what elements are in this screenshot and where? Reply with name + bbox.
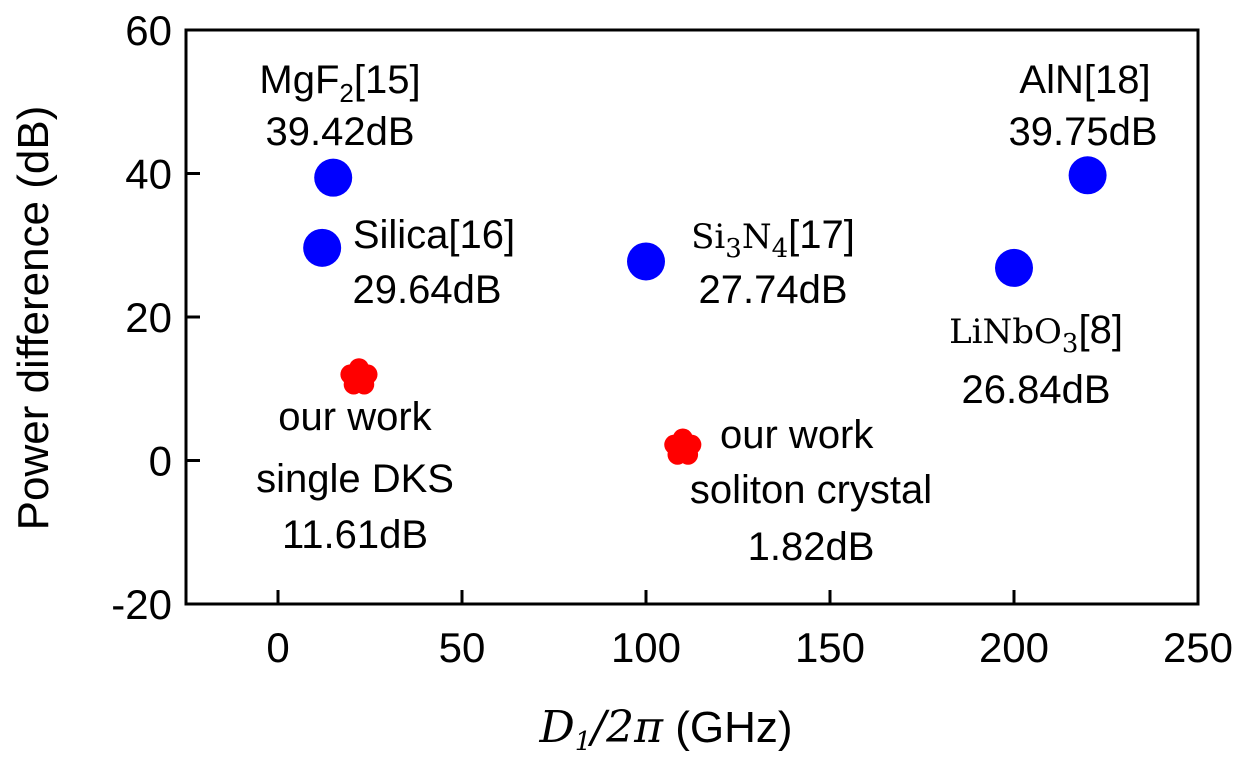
annotations: MgF2[15]39.42dB Silica[16] 29.64dB Si3N4[17… <box>256 58 1157 569</box>
point-annotation-line: 11.61dB <box>282 513 428 557</box>
x-axis-unit: (GHz) <box>663 703 793 752</box>
x-tick-label: 100 <box>611 624 681 671</box>
point-label: MgF2[15] <box>259 58 420 108</box>
point-label: AlN[18] <box>1019 58 1150 102</box>
x-axis-variable-subscript: 1 <box>575 727 592 757</box>
point-annotation-line: single DKS <box>256 457 454 501</box>
point-annotation-line: our work <box>278 395 432 439</box>
data-point-flower <box>340 358 378 395</box>
data-point-circle <box>995 248 1033 287</box>
point-label: Si3N4[17] <box>691 213 855 264</box>
point-annotation-line: our work <box>720 413 874 457</box>
x-axis-title: D1/2π (GHz) <box>538 702 792 757</box>
x-tick-label: 200 <box>979 624 1049 671</box>
point-annotation-line: soliton crystal <box>690 468 932 512</box>
point-value-label: 29.64dB <box>352 268 501 312</box>
data-points <box>303 156 1107 465</box>
data-point-circle <box>627 242 665 281</box>
x-tick-label: 0 <box>266 624 289 671</box>
data-point-circle <box>1068 156 1107 195</box>
x-tick-label: 50 <box>439 624 486 671</box>
point-value-label: 39.75dB <box>1008 110 1157 154</box>
x-axis-variable-rest: /2π <box>587 702 664 753</box>
x-axis-variable: D <box>538 702 574 753</box>
y-tick-label: 0 <box>149 438 172 485</box>
y-axis-title: Power difference (dB) <box>9 106 58 531</box>
point-annotation-line: 1.82dB <box>748 525 875 569</box>
y-tick-label: -20 <box>111 581 172 628</box>
data-point-circle <box>314 158 353 197</box>
point-value-label: 26.84dB <box>961 368 1110 412</box>
y-tick-label: 60 <box>125 7 172 54</box>
point-label: Silica[16] <box>353 213 515 257</box>
y-tick-label: 40 <box>125 151 172 198</box>
point-label: LiNbO3[8] <box>949 308 1123 359</box>
data-point-flower <box>664 428 702 465</box>
x-tick-label: 150 <box>795 624 865 671</box>
axis-ticks: 0 50 100 150 200 250 -20 0 20 40 60 <box>111 7 1233 671</box>
x-tick-label: 250 <box>1163 624 1233 671</box>
point-value-label: 27.74dB <box>698 268 847 312</box>
point-value-label: 39.42dB <box>265 110 414 154</box>
data-point-circle <box>303 228 342 267</box>
y-tick-label: 20 <box>125 294 172 341</box>
